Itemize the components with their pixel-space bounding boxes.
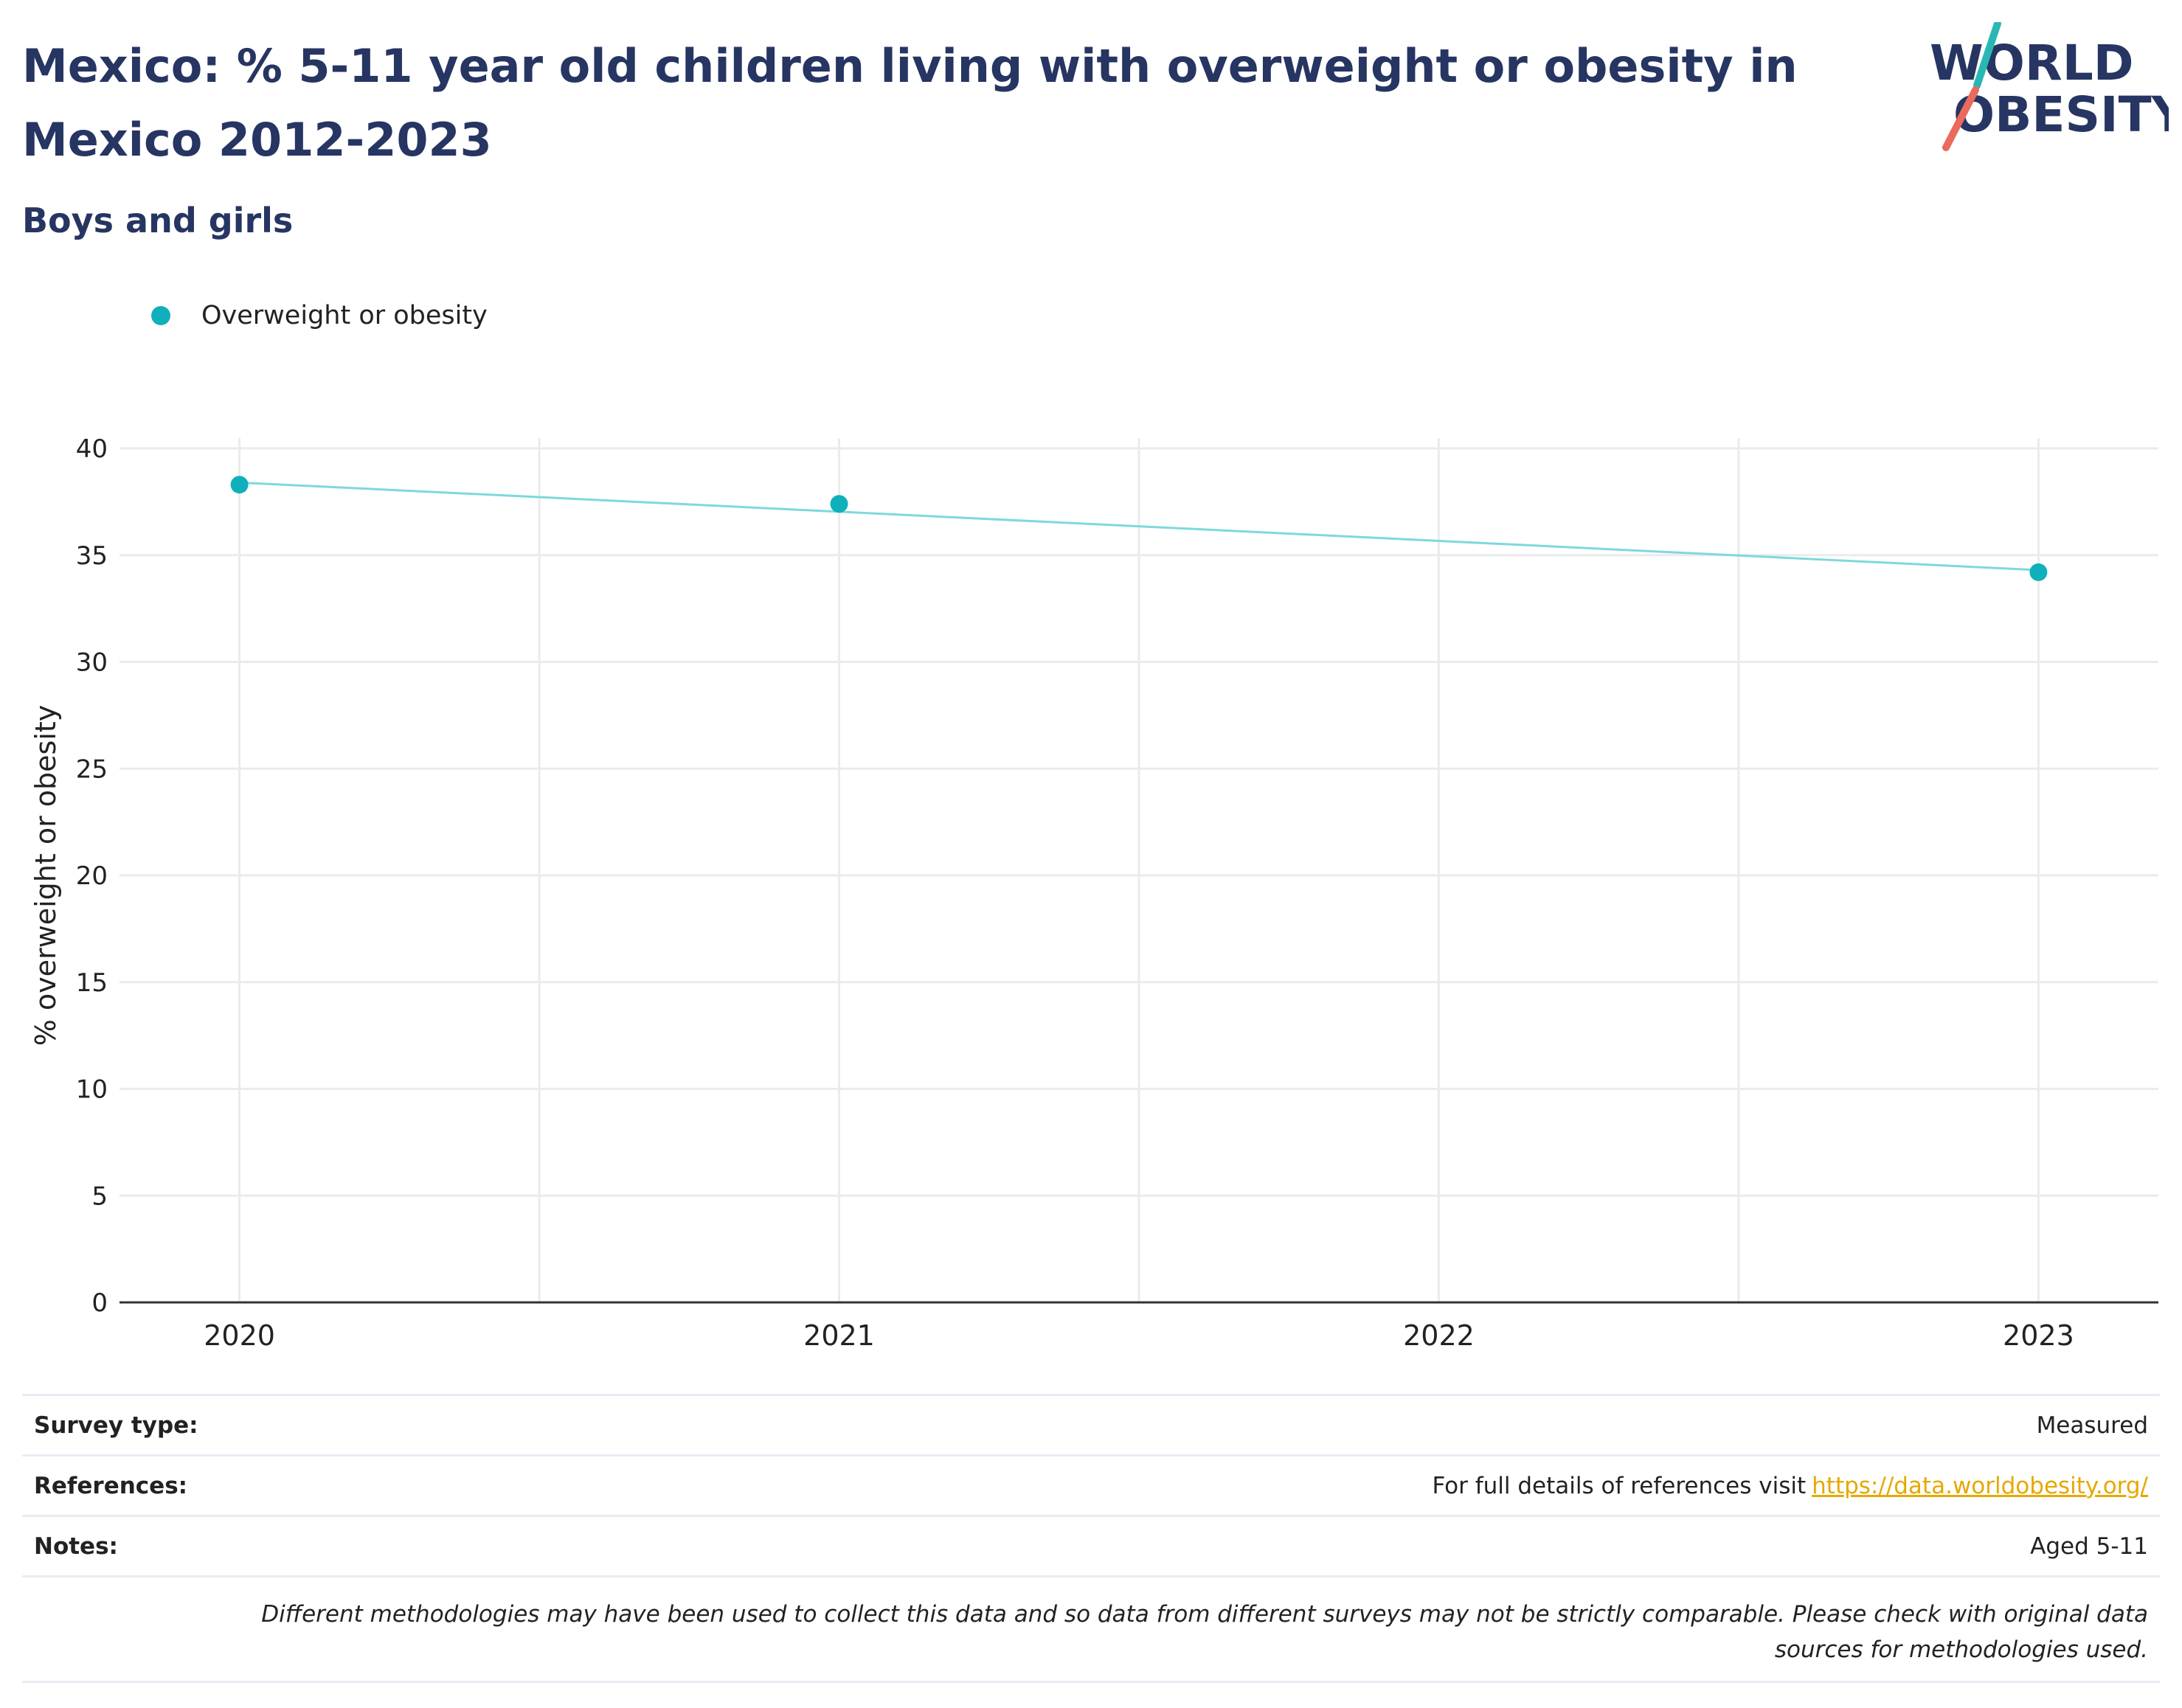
methodology-disclaimer: Different methodologies may have been us… — [22, 1575, 2160, 1683]
y-tick-label: 20 — [76, 861, 108, 891]
trend-line — [239, 481, 2039, 572]
legend-marker — [151, 306, 170, 325]
y-tick-label: 40 — [76, 434, 108, 464]
survey-type-row: Survey type: Measured — [22, 1394, 2160, 1454]
y-tick-label: 10 — [76, 1075, 108, 1105]
notes-label: Notes: — [34, 1532, 118, 1560]
references-value: For full details of references visit http… — [1432, 1473, 2148, 1499]
chart-subtitle: Boys and girls — [22, 201, 294, 240]
y-axis-label: % overweight or obesity — [30, 705, 62, 1046]
data-point — [2029, 563, 2048, 581]
line-chart[interactable]: 0 5 10 15 20 25 30 35 40 2020 2021 2022 2023 % overwe… — [0, 413, 2182, 1364]
logo-text-obesity: OBESITY — [1953, 86, 2169, 143]
y-tick-label: 5 — [91, 1181, 108, 1211]
chart-legend[interactable]: Overweight or obesity — [151, 294, 488, 338]
y-tick-label: 35 — [76, 541, 108, 571]
y-tick-label: 0 — [91, 1288, 108, 1318]
references-prefix: For full details of references visit — [1432, 1472, 1807, 1499]
x-tick-label: 2023 — [2003, 1319, 2074, 1352]
survey-type-value: Measured — [2036, 1412, 2148, 1439]
y-tick-label: 30 — [76, 648, 108, 678]
legend-label-overweight: Overweight or obesity — [201, 301, 488, 330]
logo-text-world: WORLD — [1930, 35, 2134, 91]
logo-slash-teal — [1973, 22, 2001, 89]
y-tick-label: 25 — [76, 754, 108, 784]
references-link[interactable]: https://data.worldobesity.org/ — [1812, 1472, 2148, 1499]
x-tick-label: 2021 — [803, 1319, 875, 1352]
data-point — [830, 495, 848, 513]
chart-title: Mexico: % 5-11 year old children living … — [22, 39, 1798, 167]
x-tick-label: 2022 — [1403, 1319, 1475, 1352]
references-row: References: For full details of referenc… — [22, 1454, 2160, 1515]
survey-type-label: Survey type: — [34, 1412, 198, 1439]
info-table: Survey type: Measured References: For fu… — [22, 1394, 2160, 1683]
references-label: References: — [34, 1472, 188, 1499]
notes-value: Aged 5-11 — [2030, 1532, 2148, 1560]
y-tick-label: 15 — [76, 968, 108, 998]
notes-row: Notes: Aged 5-11 — [22, 1515, 2160, 1575]
x-tick-label: 2020 — [204, 1319, 275, 1352]
logo-slash-coral — [1942, 86, 1979, 151]
world-obesity-logo: WORLD OBESITY — [1930, 22, 2169, 151]
data-point — [230, 476, 249, 494]
